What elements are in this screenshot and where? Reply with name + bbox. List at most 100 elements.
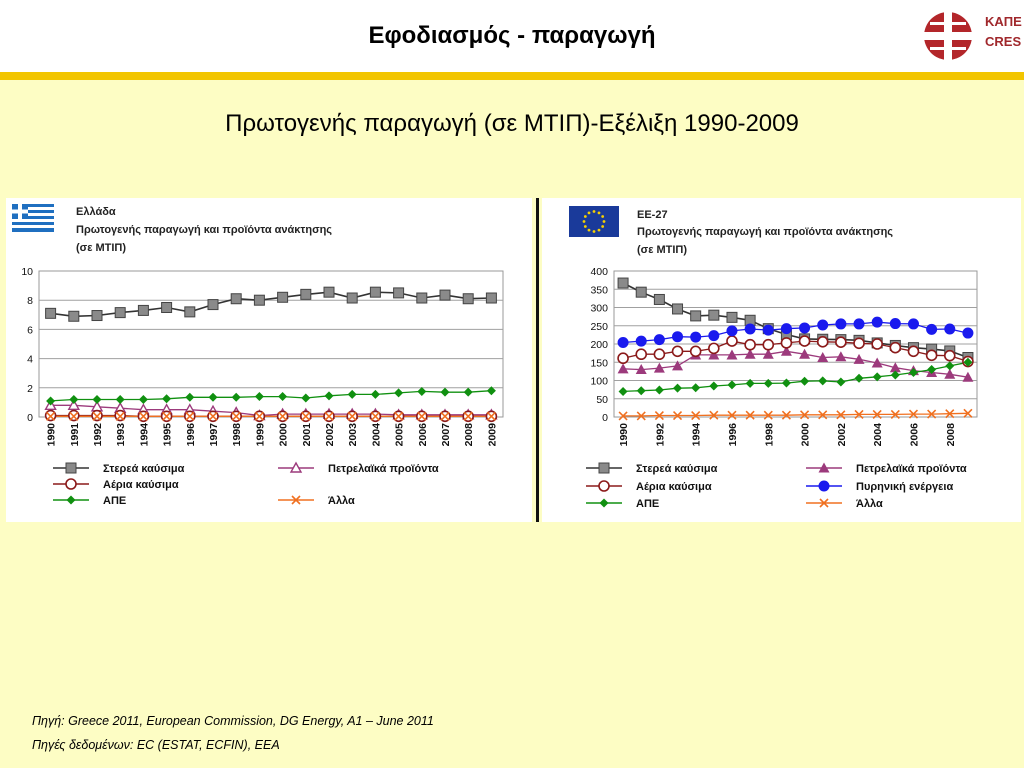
y-tick-label: 2 <box>27 383 33 395</box>
data-point-other <box>115 411 125 421</box>
data-point-oil <box>817 352 829 363</box>
chart-region-label: Ελλάδα <box>76 206 116 218</box>
data-point-solid <box>617 277 629 289</box>
data-point-other <box>162 411 172 421</box>
legend-label-solid: Στερεά καύσιμα <box>636 463 718 475</box>
data-point-oil <box>672 360 684 371</box>
y-tick-label: 300 <box>590 303 608 315</box>
y-tick-label: 50 <box>596 394 608 406</box>
data-point-nuclear <box>653 334 665 346</box>
y-tick-label: 10 <box>21 266 33 278</box>
data-point-solid <box>114 307 126 319</box>
data-point-other <box>278 411 288 421</box>
data-point-renewables <box>46 396 56 406</box>
cres-logo <box>924 12 972 60</box>
data-point-nuclear <box>926 323 938 335</box>
data-point-nuclear <box>690 331 702 343</box>
data-point-oil <box>744 348 756 359</box>
data-point-solid <box>393 287 405 299</box>
data-point-oil <box>726 349 738 360</box>
data-point-nuclear <box>672 331 684 343</box>
legend-marker-oil <box>289 461 303 473</box>
data-point-renewables <box>927 365 937 375</box>
plot-area <box>38 270 504 418</box>
data-point-oil <box>835 351 847 362</box>
chart-title-line-1: Πρωτογενής παραγωγή και προϊόντα ανάκτησ… <box>637 226 893 238</box>
data-point-renewables <box>301 393 311 403</box>
legend-marker-gas <box>598 480 610 492</box>
data-point-renewables <box>945 361 955 371</box>
data-point-gas <box>617 352 629 365</box>
legend-marker-other <box>819 498 829 508</box>
data-point-oil <box>708 349 720 360</box>
data-point-solid <box>253 294 265 306</box>
data-point-renewables <box>800 376 810 386</box>
x-tick-label: 1999 <box>254 423 266 447</box>
x-tick-label: 2006 <box>908 423 920 447</box>
data-point-oil <box>853 353 865 364</box>
x-tick-label: 2009 <box>486 423 498 447</box>
legend-label-other: Άλλα <box>856 498 883 510</box>
data-point-gas <box>780 337 793 349</box>
data-point-renewables <box>781 378 791 388</box>
data-point-other <box>185 411 195 421</box>
data-point-gas <box>726 335 738 347</box>
greece-chart-panel: Ελλάδα Πρωτογενής παραγωγή και προϊόντα … <box>6 198 532 522</box>
legend-marker-oil <box>818 462 830 473</box>
data-point-other <box>370 411 380 421</box>
data-point-gas <box>853 337 865 350</box>
data-point-other <box>800 410 810 420</box>
data-point-other <box>46 411 56 421</box>
eu-star <box>597 211 601 215</box>
data-point-other <box>945 409 955 419</box>
x-tick-label: 1990 <box>46 423 58 447</box>
data-point-renewables <box>727 380 737 390</box>
y-tick-label: 400 <box>590 266 608 278</box>
header <box>0 0 1024 72</box>
y-tick-label: 350 <box>590 284 608 296</box>
data-point-solid <box>369 286 381 298</box>
eu-star <box>583 215 587 218</box>
data-point-renewables <box>254 392 264 402</box>
data-point-renewables <box>872 372 882 382</box>
data-point-other <box>763 410 773 420</box>
data-point-gas <box>762 338 775 351</box>
y-tick-label: 250 <box>590 321 608 333</box>
data-point-oil <box>799 348 811 359</box>
data-point-gas <box>671 345 684 358</box>
data-point-renewables <box>854 373 864 383</box>
data-point-renewables <box>963 357 973 367</box>
data-point-other <box>231 411 241 421</box>
data-point-other <box>440 411 450 421</box>
data-point-renewables <box>691 383 701 393</box>
data-point-other <box>347 411 357 421</box>
data-point-solid <box>323 286 335 298</box>
panel-divider <box>536 198 539 522</box>
data-point-renewables <box>231 392 241 402</box>
data-point-other <box>709 410 719 420</box>
data-point-other <box>463 411 473 421</box>
x-tick-label: 1997 <box>208 423 220 447</box>
data-point-solid <box>653 293 665 305</box>
data-point-solid <box>462 293 474 305</box>
data-point-nuclear <box>799 322 811 334</box>
data-point-renewables <box>709 381 719 391</box>
data-point-nuclear <box>835 318 847 330</box>
logo-text-cres: CRES <box>985 34 1022 49</box>
data-point-renewables <box>890 370 900 380</box>
x-tick-label: 2000 <box>800 423 812 447</box>
data-point-other <box>394 411 404 421</box>
data-point-solid <box>68 310 80 322</box>
data-point-renewables <box>138 394 148 404</box>
slide-title: Εφοδιασμός - παραγωγή <box>368 22 656 49</box>
data-point-other <box>854 409 864 420</box>
data-point-other <box>254 411 264 421</box>
x-tick-label: 2001 <box>301 423 313 447</box>
data-point-nuclear <box>871 316 883 328</box>
slide-subtitle: Πρωτογενής παραγωγή (σε ΜΤΙΠ)-Εξέλιξη 19… <box>225 110 799 137</box>
data-point-nuclear <box>762 324 774 336</box>
data-point-oil <box>653 362 665 373</box>
data-point-gas <box>708 342 720 355</box>
data-point-renewables <box>763 378 773 388</box>
x-tick-label: 1995 <box>162 423 174 447</box>
